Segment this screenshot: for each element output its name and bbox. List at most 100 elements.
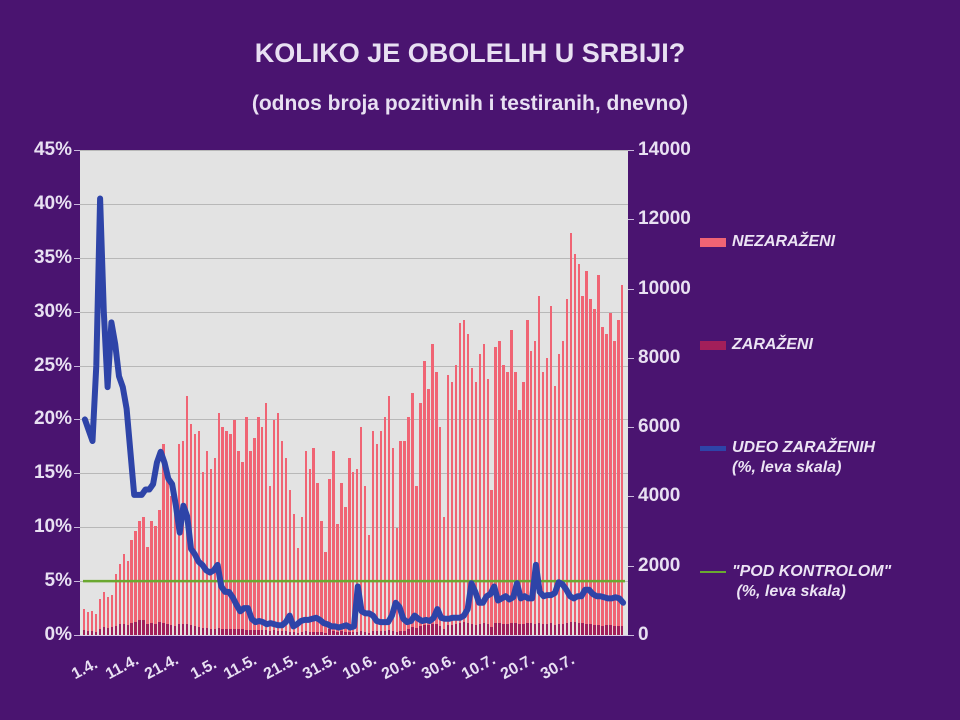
bar-nezarazeni	[541, 371, 545, 635]
gridline	[80, 365, 628, 367]
bar-nezarazeni	[257, 416, 260, 635]
right-axis-tick-label: 8000	[638, 346, 681, 368]
left-axis-tick	[74, 257, 80, 259]
bar-nezarazeni	[403, 441, 406, 635]
bar-zarazeni	[253, 629, 256, 635]
bar-zarazeni	[264, 629, 268, 635]
bar-zarazeni	[110, 627, 114, 635]
bar-zarazeni	[478, 623, 482, 635]
bar-nezarazeni	[506, 371, 509, 635]
bar-zarazeni	[581, 623, 584, 635]
bar-zarazeni	[83, 629, 86, 635]
bar-zarazeni	[173, 625, 177, 635]
bar-nezarazeni	[565, 298, 569, 635]
bar-zarazeni	[597, 624, 600, 635]
legend-label: ZARAŽENI	[732, 336, 813, 353]
left-axis-tick-label: 20%	[33, 408, 72, 430]
bar-zarazeni	[454, 623, 458, 635]
bar-zarazeni	[482, 623, 485, 635]
right-axis-tick-label: 4000	[638, 485, 681, 507]
x-axis-tick-label: 1.4.	[69, 655, 101, 684]
bar-zarazeni	[446, 624, 450, 635]
bar-nezarazeni	[383, 416, 387, 635]
bar-zarazeni	[284, 631, 288, 635]
bar-nezarazeni	[336, 524, 339, 635]
bar-nezarazeni	[142, 517, 145, 635]
bar-nezarazeni	[233, 420, 236, 635]
bar-nezarazeni	[102, 591, 106, 635]
bar-nezarazeni	[134, 531, 137, 635]
bar-zarazeni	[312, 631, 315, 635]
left-axis-tick-label: 40%	[33, 192, 72, 214]
bar-zarazeni	[98, 629, 102, 635]
bar-nezarazeni	[332, 451, 335, 635]
bar-nezarazeni	[490, 489, 493, 635]
bar-nezarazeni	[391, 447, 395, 635]
x-axis-tick-label: 10.6.	[339, 651, 380, 684]
bar-zarazeni	[407, 629, 410, 635]
bar-nezarazeni	[597, 274, 600, 635]
bar-zarazeni	[130, 622, 133, 635]
bar-nezarazeni	[288, 489, 292, 635]
left-axis-tick	[74, 473, 80, 475]
bar-zarazeni	[257, 629, 260, 635]
bar-zarazeni	[609, 625, 612, 635]
bar-nezarazeni	[518, 409, 521, 635]
bar-zarazeni	[146, 623, 149, 635]
bar-nezarazeni	[439, 427, 442, 635]
bar-nezarazeni	[435, 371, 438, 635]
bar-nezarazeni	[621, 285, 624, 635]
bar-nezarazeni	[130, 539, 133, 635]
bar-zarazeni	[221, 629, 224, 635]
bar-zarazeni	[126, 625, 129, 635]
bar-nezarazeni	[304, 451, 307, 635]
bar-zarazeni	[106, 628, 110, 635]
bar-zarazeni	[621, 625, 624, 635]
bar-zarazeni	[545, 623, 549, 635]
bar-nezarazeni	[443, 517, 446, 635]
x-axis-tick-label: 10.7.	[458, 651, 499, 684]
bar-nezarazeni	[245, 416, 248, 635]
bar-nezarazeni	[193, 434, 197, 635]
left-axis-tick-label: 15%	[33, 462, 72, 484]
bar-nezarazeni	[106, 596, 110, 635]
bar-zarazeni	[526, 622, 529, 635]
left-axis-tick	[74, 635, 80, 636]
left-axis-tick-label: 30%	[33, 300, 72, 322]
left-axis-tick-label: 5%	[44, 570, 72, 592]
plot-area	[80, 150, 628, 635]
bar-zarazeni	[162, 622, 165, 635]
bar-zarazeni	[522, 624, 525, 635]
bar-zarazeni	[249, 629, 252, 635]
bar-nezarazeni	[213, 458, 216, 635]
bar-nezarazeni	[138, 520, 141, 635]
bar-nezarazeni	[146, 546, 149, 635]
bar-nezarazeni	[261, 427, 264, 635]
bar-nezarazeni	[549, 305, 553, 635]
left-axis-tick	[74, 311, 80, 313]
bar-nezarazeni	[557, 354, 561, 635]
legend-label: "POD KONTROLOM" (%, leva skala)	[732, 563, 892, 600]
bar-zarazeni	[332, 630, 335, 635]
bar-nezarazeni	[268, 486, 272, 635]
bar-zarazeni	[197, 626, 201, 635]
bar-zarazeni	[474, 624, 478, 635]
bar-zarazeni	[320, 632, 323, 635]
bar-nezarazeni	[253, 437, 256, 635]
right-axis-tick-label: 10000	[638, 277, 691, 299]
bar-zarazeni	[276, 630, 280, 635]
bar-zarazeni	[300, 632, 304, 635]
bar-zarazeni	[340, 631, 343, 635]
right-axis-tick-label: 12000	[638, 208, 691, 230]
bar-zarazeni	[593, 624, 596, 635]
bar-zarazeni	[205, 627, 209, 635]
bar-nezarazeni	[352, 472, 355, 635]
bar-nezarazeni	[470, 368, 474, 635]
bar-nezarazeni	[197, 430, 201, 635]
legend-swatch	[700, 571, 726, 573]
bar-nezarazeni	[209, 468, 213, 635]
bar-zarazeni	[383, 630, 387, 635]
legend-label: UDEO ZARAŽENIH (%, leva skala)	[732, 439, 876, 476]
bar-nezarazeni	[90, 610, 94, 635]
bar-zarazeni	[185, 623, 189, 635]
